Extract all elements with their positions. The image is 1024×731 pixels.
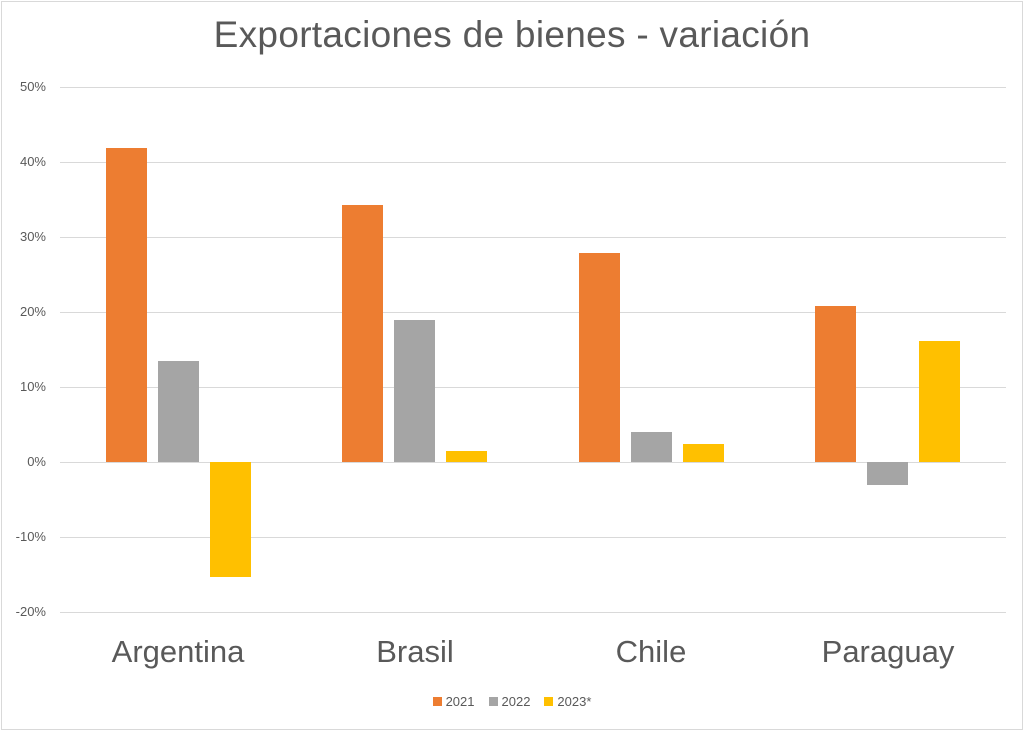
legend-swatch-2023 xyxy=(544,697,554,706)
legend-label-2021: 2021 xyxy=(445,694,475,709)
y-tick-label: -20% xyxy=(15,604,46,619)
bar-chile-2023 xyxy=(683,444,724,462)
bar-paraguay-2021 xyxy=(815,306,856,462)
y-tick-label: -10% xyxy=(15,529,46,544)
bar-brasil-2023 xyxy=(446,451,487,462)
legend-label-2022: 2022 xyxy=(501,694,531,709)
gridline xyxy=(60,162,1006,163)
bar-paraguay-2022 xyxy=(867,462,908,485)
x-category-label: Chile xyxy=(615,634,687,669)
chart-title: Exportaciones de bienes - variación xyxy=(213,14,811,55)
legend-swatch-2022 xyxy=(488,697,498,706)
bar-brasil-2021 xyxy=(342,205,383,462)
gridline xyxy=(60,387,1006,388)
legend: 2021 2022 2023* xyxy=(0,694,1024,709)
x-category-label: Paraguay xyxy=(821,634,955,669)
y-tick-label: 10% xyxy=(19,379,46,394)
y-tick-label: 20% xyxy=(19,304,46,319)
y-tick-label: 30% xyxy=(19,229,46,244)
gridline xyxy=(60,312,1006,313)
legend-swatch-2021 xyxy=(432,697,442,706)
legend-item-2021: 2021 xyxy=(432,694,475,709)
gridline xyxy=(60,87,1006,88)
x-category-label: Argentina xyxy=(111,634,245,669)
bar-chile-2022 xyxy=(631,432,672,462)
bar-brasil-2022 xyxy=(394,320,435,462)
bar-argentina-2021 xyxy=(106,148,147,462)
x-category-label: Brasil xyxy=(376,634,454,669)
legend-item-2022: 2022 xyxy=(488,694,531,709)
gridline xyxy=(60,612,1006,613)
legend-item-2023: 2023* xyxy=(544,694,591,709)
gridline xyxy=(60,237,1006,238)
bar-argentina-2022 xyxy=(158,361,199,462)
bar-chile-2021 xyxy=(579,253,620,462)
y-tick-label: 50% xyxy=(19,79,46,94)
gridline xyxy=(60,462,1006,463)
y-tick-label: 40% xyxy=(19,154,46,169)
bar-paraguay-2023 xyxy=(919,341,960,462)
legend-label-2023: 2023* xyxy=(557,694,592,709)
bar-argentina-2023 xyxy=(210,462,251,577)
y-tick-label: 0% xyxy=(27,454,46,469)
gridline xyxy=(60,537,1006,538)
